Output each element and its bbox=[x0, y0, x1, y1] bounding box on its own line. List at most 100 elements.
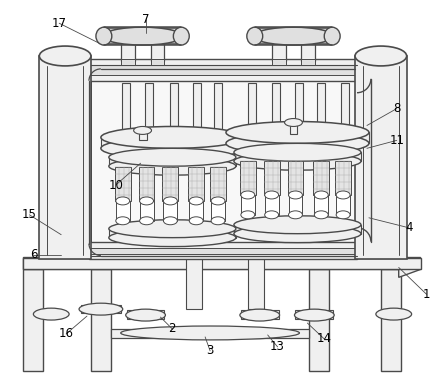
Bar bbox=[127, 310, 164, 319]
Bar bbox=[163, 167, 178, 201]
Text: 8: 8 bbox=[393, 102, 400, 115]
Bar bbox=[289, 123, 297, 134]
Bar bbox=[226, 133, 369, 143]
Ellipse shape bbox=[294, 309, 334, 321]
Ellipse shape bbox=[96, 27, 112, 45]
Bar bbox=[355, 56, 407, 259]
Bar bbox=[335, 161, 351, 195]
Ellipse shape bbox=[376, 308, 412, 320]
Bar bbox=[313, 161, 329, 195]
Bar bbox=[188, 167, 204, 201]
Bar bbox=[234, 152, 361, 161]
Ellipse shape bbox=[116, 197, 130, 205]
Text: 7: 7 bbox=[142, 13, 149, 26]
Bar bbox=[288, 161, 303, 195]
Bar bbox=[151, 31, 164, 61]
Ellipse shape bbox=[101, 126, 244, 148]
Ellipse shape bbox=[314, 211, 328, 219]
Ellipse shape bbox=[163, 217, 177, 225]
Text: 13: 13 bbox=[270, 340, 285, 353]
Bar bbox=[265, 195, 278, 215]
Ellipse shape bbox=[241, 211, 255, 219]
Bar bbox=[139, 130, 147, 140]
Bar bbox=[272, 83, 280, 136]
Text: 14: 14 bbox=[317, 332, 332, 345]
Bar bbox=[210, 167, 226, 201]
Ellipse shape bbox=[40, 46, 91, 66]
Bar bbox=[264, 161, 280, 195]
Bar bbox=[139, 167, 155, 201]
Text: 1: 1 bbox=[423, 288, 430, 301]
Bar bbox=[341, 83, 349, 136]
Bar bbox=[151, 59, 164, 65]
Bar bbox=[301, 31, 315, 61]
Ellipse shape bbox=[289, 191, 302, 199]
Text: 10: 10 bbox=[108, 178, 123, 191]
Bar bbox=[234, 225, 361, 234]
Bar bbox=[115, 167, 131, 201]
Ellipse shape bbox=[121, 326, 299, 340]
Ellipse shape bbox=[285, 118, 302, 126]
Bar bbox=[272, 31, 285, 61]
Bar bbox=[122, 83, 130, 140]
Ellipse shape bbox=[116, 217, 130, 225]
Bar bbox=[89, 242, 357, 259]
Bar bbox=[314, 195, 328, 215]
Polygon shape bbox=[186, 257, 202, 309]
Polygon shape bbox=[24, 257, 420, 277]
Bar bbox=[111, 329, 309, 338]
Polygon shape bbox=[381, 269, 400, 371]
Ellipse shape bbox=[254, 27, 333, 45]
Text: 4: 4 bbox=[405, 221, 412, 234]
Bar bbox=[121, 31, 135, 61]
Ellipse shape bbox=[139, 197, 154, 205]
Ellipse shape bbox=[79, 303, 123, 315]
Bar bbox=[101, 138, 244, 148]
Bar bbox=[116, 201, 130, 221]
Ellipse shape bbox=[109, 148, 236, 166]
Bar bbox=[295, 83, 303, 136]
Ellipse shape bbox=[189, 217, 203, 225]
Ellipse shape bbox=[324, 27, 340, 45]
Ellipse shape bbox=[265, 211, 278, 219]
Ellipse shape bbox=[33, 308, 69, 320]
Ellipse shape bbox=[241, 191, 255, 199]
Bar bbox=[289, 195, 302, 215]
Ellipse shape bbox=[314, 191, 328, 199]
Bar bbox=[241, 195, 255, 215]
Ellipse shape bbox=[103, 27, 182, 45]
Polygon shape bbox=[24, 269, 44, 371]
Ellipse shape bbox=[101, 138, 244, 159]
Ellipse shape bbox=[189, 197, 203, 205]
Ellipse shape bbox=[234, 143, 361, 161]
Text: 3: 3 bbox=[206, 344, 214, 357]
Bar bbox=[163, 201, 177, 221]
Ellipse shape bbox=[336, 211, 350, 219]
Ellipse shape bbox=[173, 27, 189, 45]
Ellipse shape bbox=[247, 27, 263, 45]
Ellipse shape bbox=[336, 191, 350, 199]
Bar bbox=[89, 65, 357, 75]
Bar bbox=[91, 79, 355, 242]
Bar bbox=[104, 28, 181, 44]
Ellipse shape bbox=[240, 309, 280, 321]
Bar bbox=[189, 201, 203, 221]
Polygon shape bbox=[248, 257, 264, 309]
Bar bbox=[109, 157, 236, 166]
Text: 6: 6 bbox=[30, 248, 37, 261]
Ellipse shape bbox=[234, 216, 361, 234]
Bar bbox=[139, 201, 154, 221]
Bar bbox=[295, 310, 333, 319]
Ellipse shape bbox=[109, 157, 236, 175]
Bar bbox=[272, 59, 285, 65]
Ellipse shape bbox=[109, 220, 236, 238]
Ellipse shape bbox=[211, 197, 225, 205]
Ellipse shape bbox=[234, 152, 361, 170]
Bar bbox=[109, 229, 236, 238]
Ellipse shape bbox=[226, 133, 369, 154]
Ellipse shape bbox=[289, 211, 302, 219]
Bar bbox=[24, 257, 420, 269]
Polygon shape bbox=[91, 269, 111, 371]
Text: 11: 11 bbox=[389, 134, 404, 147]
Bar bbox=[241, 310, 278, 319]
